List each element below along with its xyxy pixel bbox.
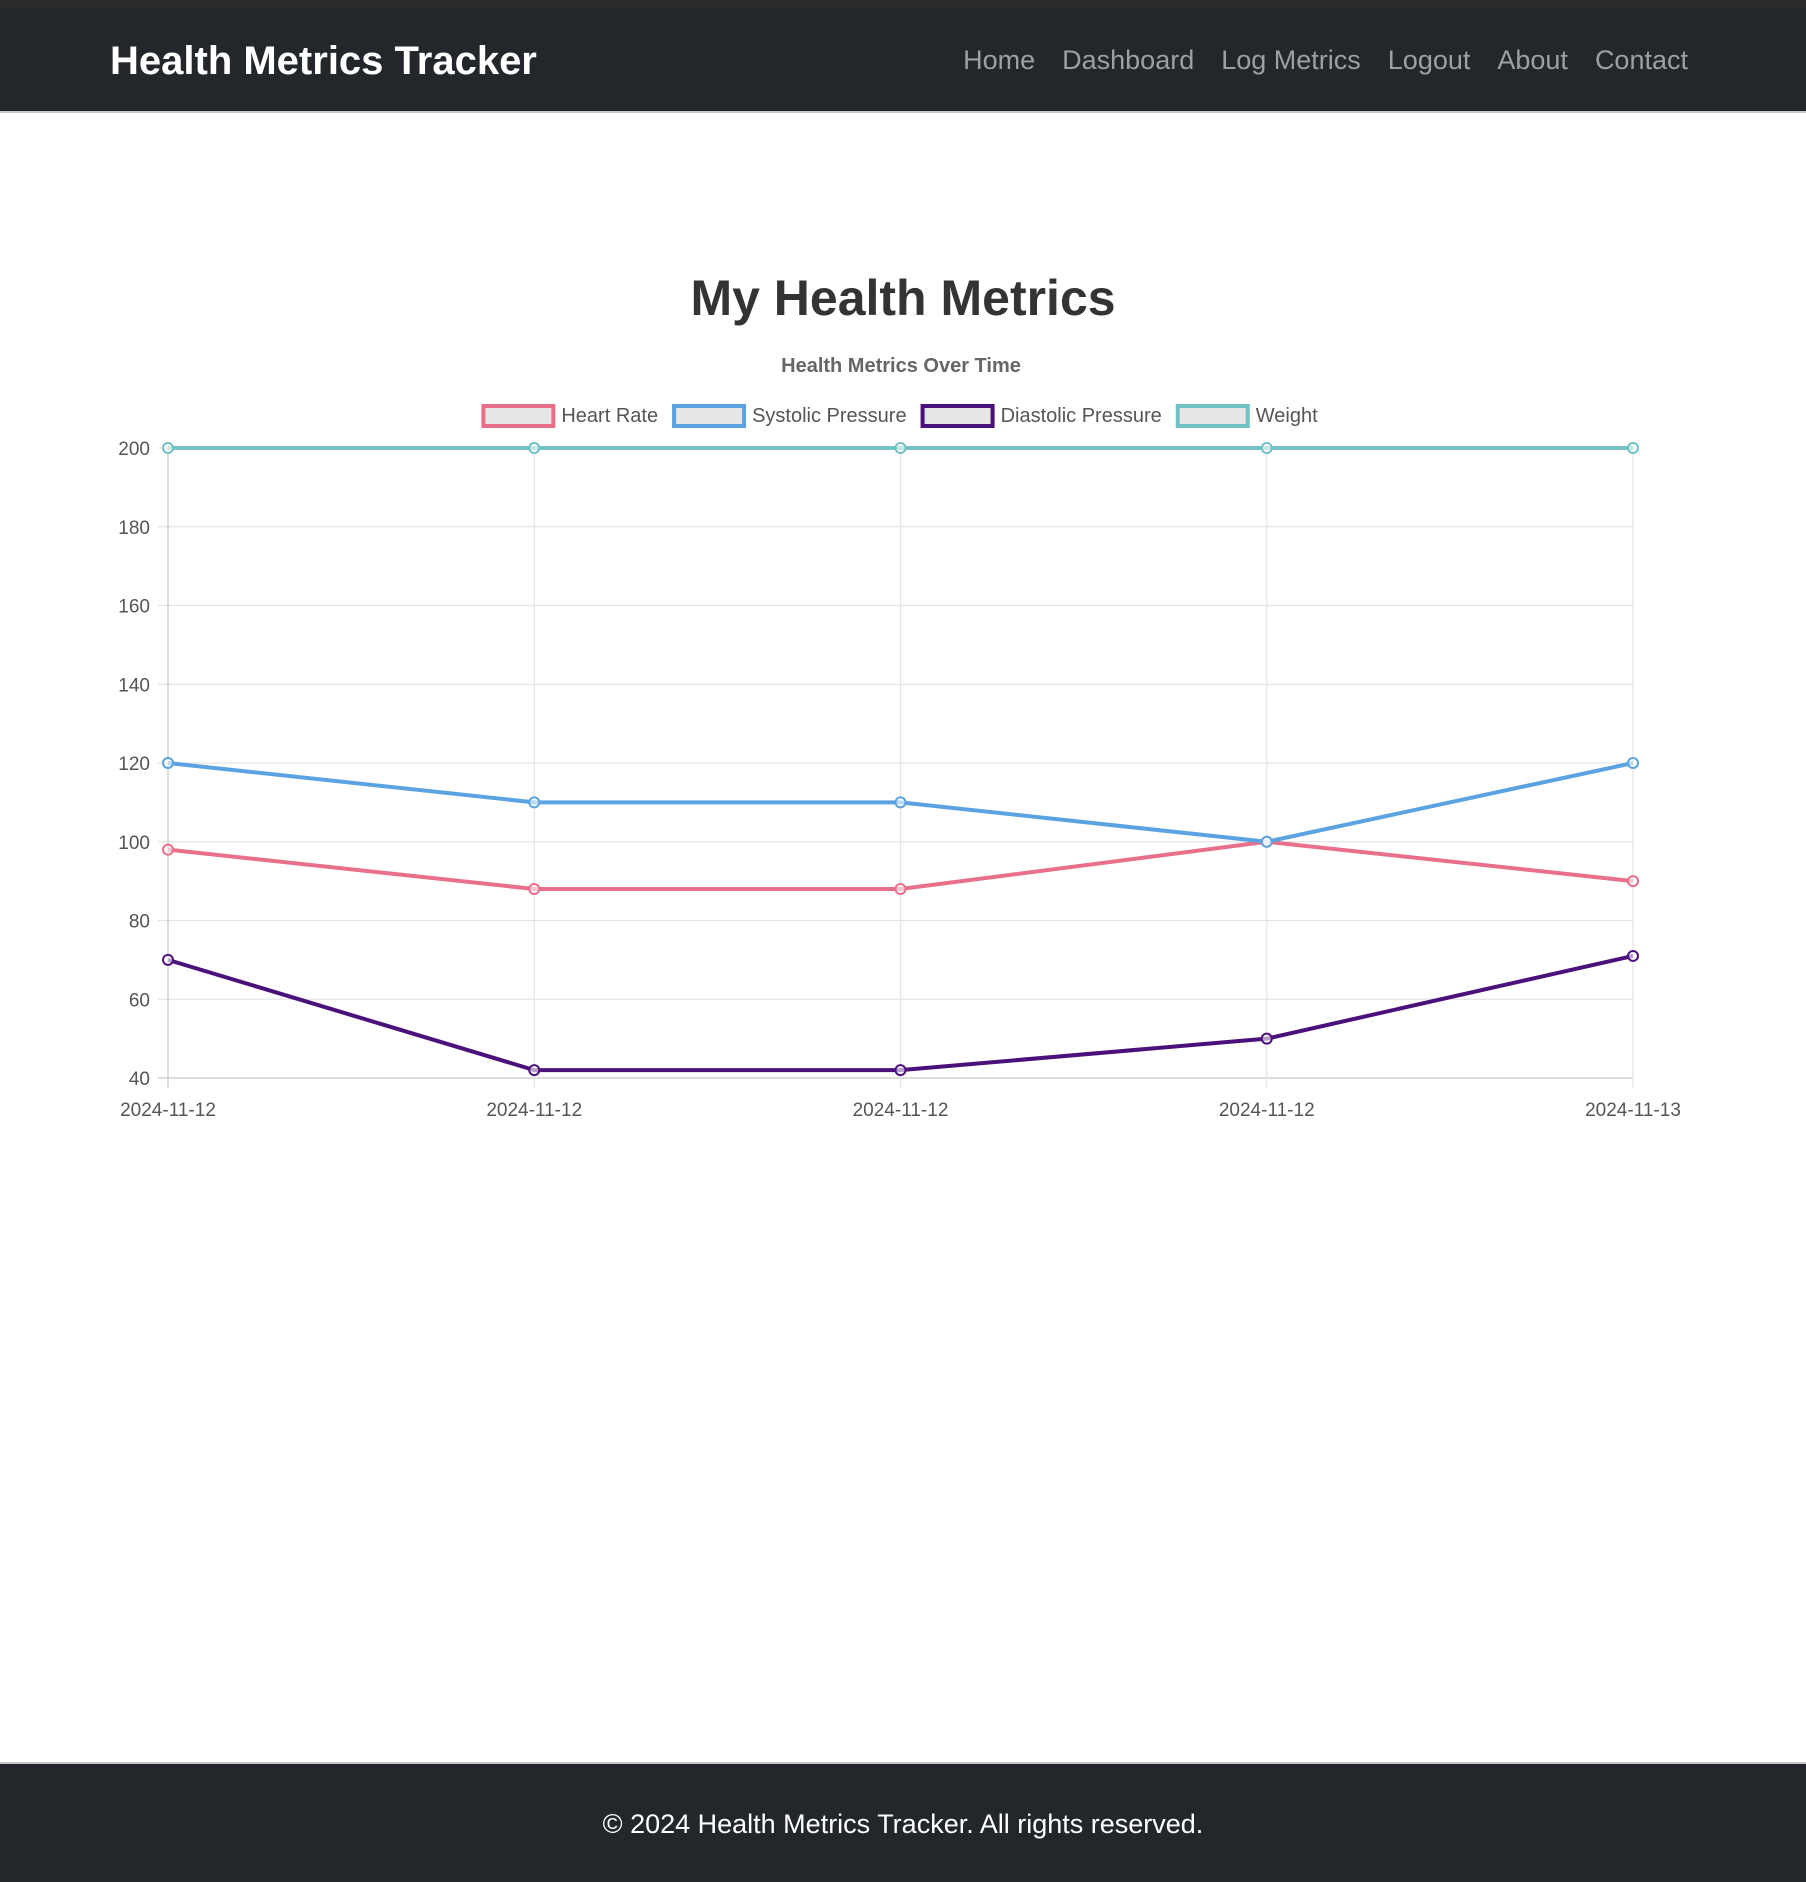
nav-link-dashboard[interactable]: Dashboard bbox=[1062, 45, 1195, 75]
nav-links: Home Dashboard Log Metrics Logout About … bbox=[963, 43, 1688, 77]
chart-title: Health Metrics Over Time bbox=[781, 355, 1021, 377]
data-point bbox=[528, 1064, 541, 1077]
y-tick-label: 80 bbox=[129, 912, 150, 933]
data-point bbox=[528, 442, 541, 454]
y-tick-label: 120 bbox=[118, 754, 150, 775]
legend-swatch bbox=[672, 404, 747, 428]
y-tick-label: 160 bbox=[118, 597, 150, 618]
data-point bbox=[162, 843, 174, 856]
navbar: Health Metrics Tracker Home Dashboard Lo… bbox=[0, 9, 1806, 113]
y-tick-label: 200 bbox=[118, 439, 150, 460]
x-axis: 2024-11-12 2024-11-12 2024-11-12 2024-11-12… bbox=[120, 1100, 1681, 1121]
data-point bbox=[1260, 1032, 1273, 1045]
x-tick-label: 2024-11-12 bbox=[120, 1100, 216, 1121]
data-point bbox=[162, 757, 174, 769]
x-tick-label: 2024-11-12 bbox=[486, 1100, 582, 1121]
footer-copyright: © 2024 Health Metrics Tracker. All right… bbox=[602, 1809, 1204, 1839]
y-tick-label: 140 bbox=[118, 675, 150, 696]
data-point bbox=[894, 1064, 907, 1077]
legend-label: Systolic Pressure bbox=[752, 405, 907, 427]
legend-item: Weight bbox=[1175, 404, 1318, 428]
chart-points bbox=[162, 442, 1639, 1077]
legend-swatch bbox=[481, 404, 556, 428]
legend-label: Heart Rate bbox=[561, 405, 658, 427]
data-point bbox=[1260, 835, 1273, 848]
nav-link-logout[interactable]: Logout bbox=[1387, 45, 1471, 75]
legend-swatch bbox=[1175, 404, 1250, 428]
data-point bbox=[528, 796, 541, 809]
legend-label: Weight bbox=[1256, 405, 1318, 427]
nav-link-log-metrics[interactable]: Log Metrics bbox=[1221, 45, 1361, 75]
nav-link-home[interactable]: Home bbox=[963, 45, 1036, 75]
x-tick-label: 2024-11-12 bbox=[1219, 1100, 1315, 1121]
chart-grid bbox=[158, 447, 1634, 1088]
data-point bbox=[1627, 757, 1639, 769]
y-tick-label: 100 bbox=[118, 833, 150, 854]
x-tick-label: 2024-11-13 bbox=[1585, 1100, 1681, 1121]
legend-item: Diastolic Pressure bbox=[920, 404, 1162, 428]
data-point bbox=[162, 442, 174, 454]
data-point bbox=[1627, 949, 1639, 962]
data-point bbox=[1260, 442, 1273, 454]
page-title: My Health Metrics bbox=[690, 269, 1116, 326]
data-point bbox=[894, 442, 907, 454]
data-point bbox=[528, 883, 541, 895]
health-metrics-chart: Health Metrics Over Time 40 60 80 100 120 140… bbox=[118, 355, 1681, 1121]
x-tick-label: 2024-11-12 bbox=[853, 1100, 949, 1121]
chart-legend: Heart Rate Systolic Pressure Diastolic Pre… bbox=[481, 404, 1318, 428]
data-point bbox=[1627, 875, 1639, 888]
legend-item: Systolic Pressure bbox=[672, 404, 907, 428]
nav-link-about[interactable]: About bbox=[1497, 45, 1568, 75]
data-point bbox=[894, 883, 907, 895]
legend-swatch bbox=[920, 404, 995, 428]
data-point bbox=[894, 796, 907, 809]
y-tick-label: 180 bbox=[118, 518, 150, 539]
footer: © 2024 Health Metrics Tracker. All right… bbox=[0, 1762, 1806, 1882]
data-point bbox=[1627, 442, 1639, 454]
nav-link-contact[interactable]: Contact bbox=[1594, 45, 1688, 75]
y-axis: 40 60 80 100 120 140 160 180 200 bbox=[118, 439, 150, 1090]
y-tick-label: 40 bbox=[129, 1069, 150, 1090]
legend-item: Heart Rate bbox=[481, 404, 658, 428]
data-point bbox=[162, 953, 174, 966]
y-tick-label: 60 bbox=[129, 990, 150, 1011]
legend-label: Diastolic Pressure bbox=[1001, 405, 1162, 427]
brand-title[interactable]: Health Metrics Tracker bbox=[110, 39, 537, 83]
